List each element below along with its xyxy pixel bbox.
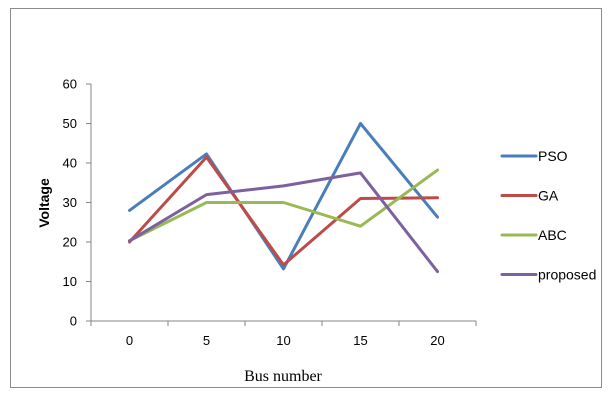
y-tick-label: 10	[63, 274, 77, 289]
x-tick-label: 20	[430, 333, 444, 348]
y-tick-label: 40	[63, 156, 77, 171]
y-tick-label: 60	[63, 77, 77, 92]
series-line-pso	[128, 122, 439, 271]
x-tick-label: 5	[203, 333, 210, 348]
chart-frame	[10, 8, 602, 388]
y-axis-title: Voltage	[36, 178, 52, 228]
series-lines	[128, 122, 439, 274]
series-line-ga	[128, 155, 439, 267]
legend-label-pso: PSO	[538, 148, 568, 164]
x-axis-title: Bus number	[244, 368, 322, 385]
axes: 0 10 20 30 40 50 60 0 5 10 15 20	[63, 77, 477, 348]
y-tick-label: 0	[70, 314, 77, 329]
y-tick-label: 20	[63, 235, 77, 250]
x-tick-label: 10	[276, 333, 290, 348]
y-tick-label: 50	[63, 116, 77, 131]
legend-label-ga: GA	[538, 188, 559, 204]
y-tick-label: 30	[63, 195, 77, 210]
legend-label-abc: ABC	[538, 227, 567, 243]
series-line-abc	[128, 168, 439, 243]
x-tick-label: 0	[126, 333, 133, 348]
legend: PSO GA ABC proposed	[500, 148, 596, 283]
series-line-proposed	[128, 171, 439, 274]
legend-label-proposed: proposed	[538, 267, 596, 283]
x-tick-label: 15	[353, 333, 367, 348]
